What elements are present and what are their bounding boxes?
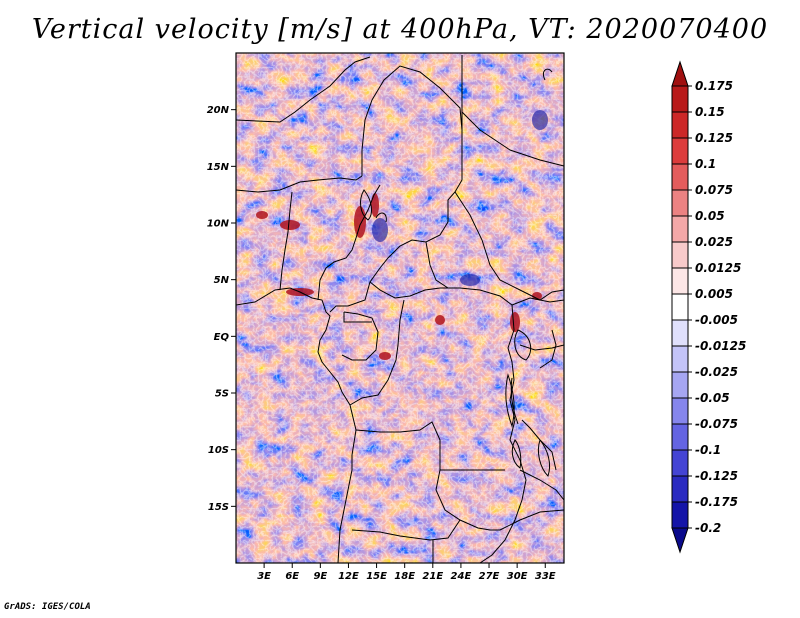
colorbar-label: 0.0125 bbox=[695, 261, 741, 275]
colorbar-swatch bbox=[671, 397, 689, 425]
colorbar-swatch bbox=[671, 137, 689, 165]
lon-tick-label: 33E bbox=[535, 571, 556, 582]
colorbar-label: 0.15 bbox=[695, 105, 725, 119]
colorbar-label: 0.025 bbox=[695, 235, 733, 249]
lon-tick-label: 3E bbox=[257, 571, 271, 582]
lat-tick-label: 15N bbox=[207, 162, 230, 173]
colorbar-label: -0.1 bbox=[695, 443, 721, 457]
colorbar-label: -0.05 bbox=[695, 391, 730, 405]
lon-tick-label: 30E bbox=[507, 571, 528, 582]
colorbar-label: 0.075 bbox=[695, 183, 733, 197]
colorbar-swatch bbox=[671, 345, 689, 373]
lon-tick-label: 9E bbox=[313, 571, 327, 582]
colorbar-swatch bbox=[671, 267, 689, 295]
colorbar-swatch bbox=[671, 111, 689, 139]
lat-tick-label: 15S bbox=[208, 502, 229, 513]
lon-tick-label: 27E bbox=[479, 571, 500, 582]
colorbar-label: 0.125 bbox=[695, 131, 733, 145]
lat-tick-label: EQ bbox=[214, 332, 230, 343]
lon-tick-label: 21E bbox=[422, 571, 443, 582]
lat-tick-label: 5N bbox=[214, 275, 230, 286]
colorbar-label: -0.125 bbox=[695, 469, 738, 483]
lon-tick-label: 6E bbox=[285, 571, 299, 582]
lat-tick-label: 10N bbox=[207, 219, 230, 230]
lon-tick-label: 12E bbox=[338, 571, 359, 582]
lat-tick-label: 20N bbox=[207, 105, 230, 116]
colorbar-swatch bbox=[671, 501, 689, 529]
lon-tick-label: 24E bbox=[451, 571, 472, 582]
colorbar-label: 0.175 bbox=[695, 79, 733, 93]
strong-updraft-spots bbox=[256, 193, 542, 360]
lat-tick-label: 10S bbox=[208, 445, 229, 456]
colorbar-label: -0.2 bbox=[695, 521, 721, 535]
colorbar-label: 0.1 bbox=[695, 157, 716, 171]
lat-tick-label: 5S bbox=[215, 389, 229, 400]
lon-tick-label: 15E bbox=[366, 571, 387, 582]
longitude-axis: 3E 6E 9E 12E 15E 18E 21E 24E 27E 30E 33E bbox=[257, 563, 556, 582]
colorbar-swatch bbox=[671, 189, 689, 217]
colorbar-swatch bbox=[671, 423, 689, 451]
strong-downdraft-spots bbox=[372, 110, 548, 286]
colorbar-swatch bbox=[671, 215, 689, 243]
country-borders bbox=[236, 55, 564, 563]
colorbar-label: -0.175 bbox=[695, 495, 738, 509]
colorbar-swatch bbox=[671, 163, 689, 191]
colorbar-label: -0.0125 bbox=[695, 339, 746, 353]
colorbar-swatch bbox=[671, 241, 689, 269]
colorbar-label: 0.05 bbox=[695, 209, 725, 223]
colorbar-swatch bbox=[671, 293, 689, 321]
grads-credit: GrADS: IGES/COLA bbox=[4, 602, 91, 612]
colorbar-swatch bbox=[671, 371, 689, 399]
colorbar-label: -0.075 bbox=[695, 417, 738, 431]
page-title: Vertical velocity [m/s] at 400hPa, VT: 2… bbox=[31, 14, 769, 45]
colorbar-bottom-arrow bbox=[671, 527, 689, 554]
colorbar-label: 0.005 bbox=[695, 287, 733, 301]
colorbar-swatch bbox=[671, 449, 689, 477]
colorbar-top-arrow bbox=[671, 60, 689, 87]
colorbar-label: -0.025 bbox=[695, 365, 738, 379]
velocity-field bbox=[236, 53, 564, 563]
colorbar: 0.175 0.15 0.125 0.1 0.075 0.05 0.025 0.0125 0.0… bbox=[671, 60, 746, 554]
map-frame bbox=[235, 52, 565, 564]
colorbar-label: -0.005 bbox=[695, 313, 738, 327]
lon-tick-label: 18E bbox=[394, 571, 415, 582]
lakes bbox=[360, 68, 553, 477]
colorbar-swatch bbox=[671, 319, 689, 347]
latitude-axis: 20N 15N 10N 5N EQ 5S 10S 15S bbox=[207, 105, 236, 513]
colorbar-swatch bbox=[671, 475, 689, 503]
colorbar-swatch bbox=[671, 85, 689, 113]
